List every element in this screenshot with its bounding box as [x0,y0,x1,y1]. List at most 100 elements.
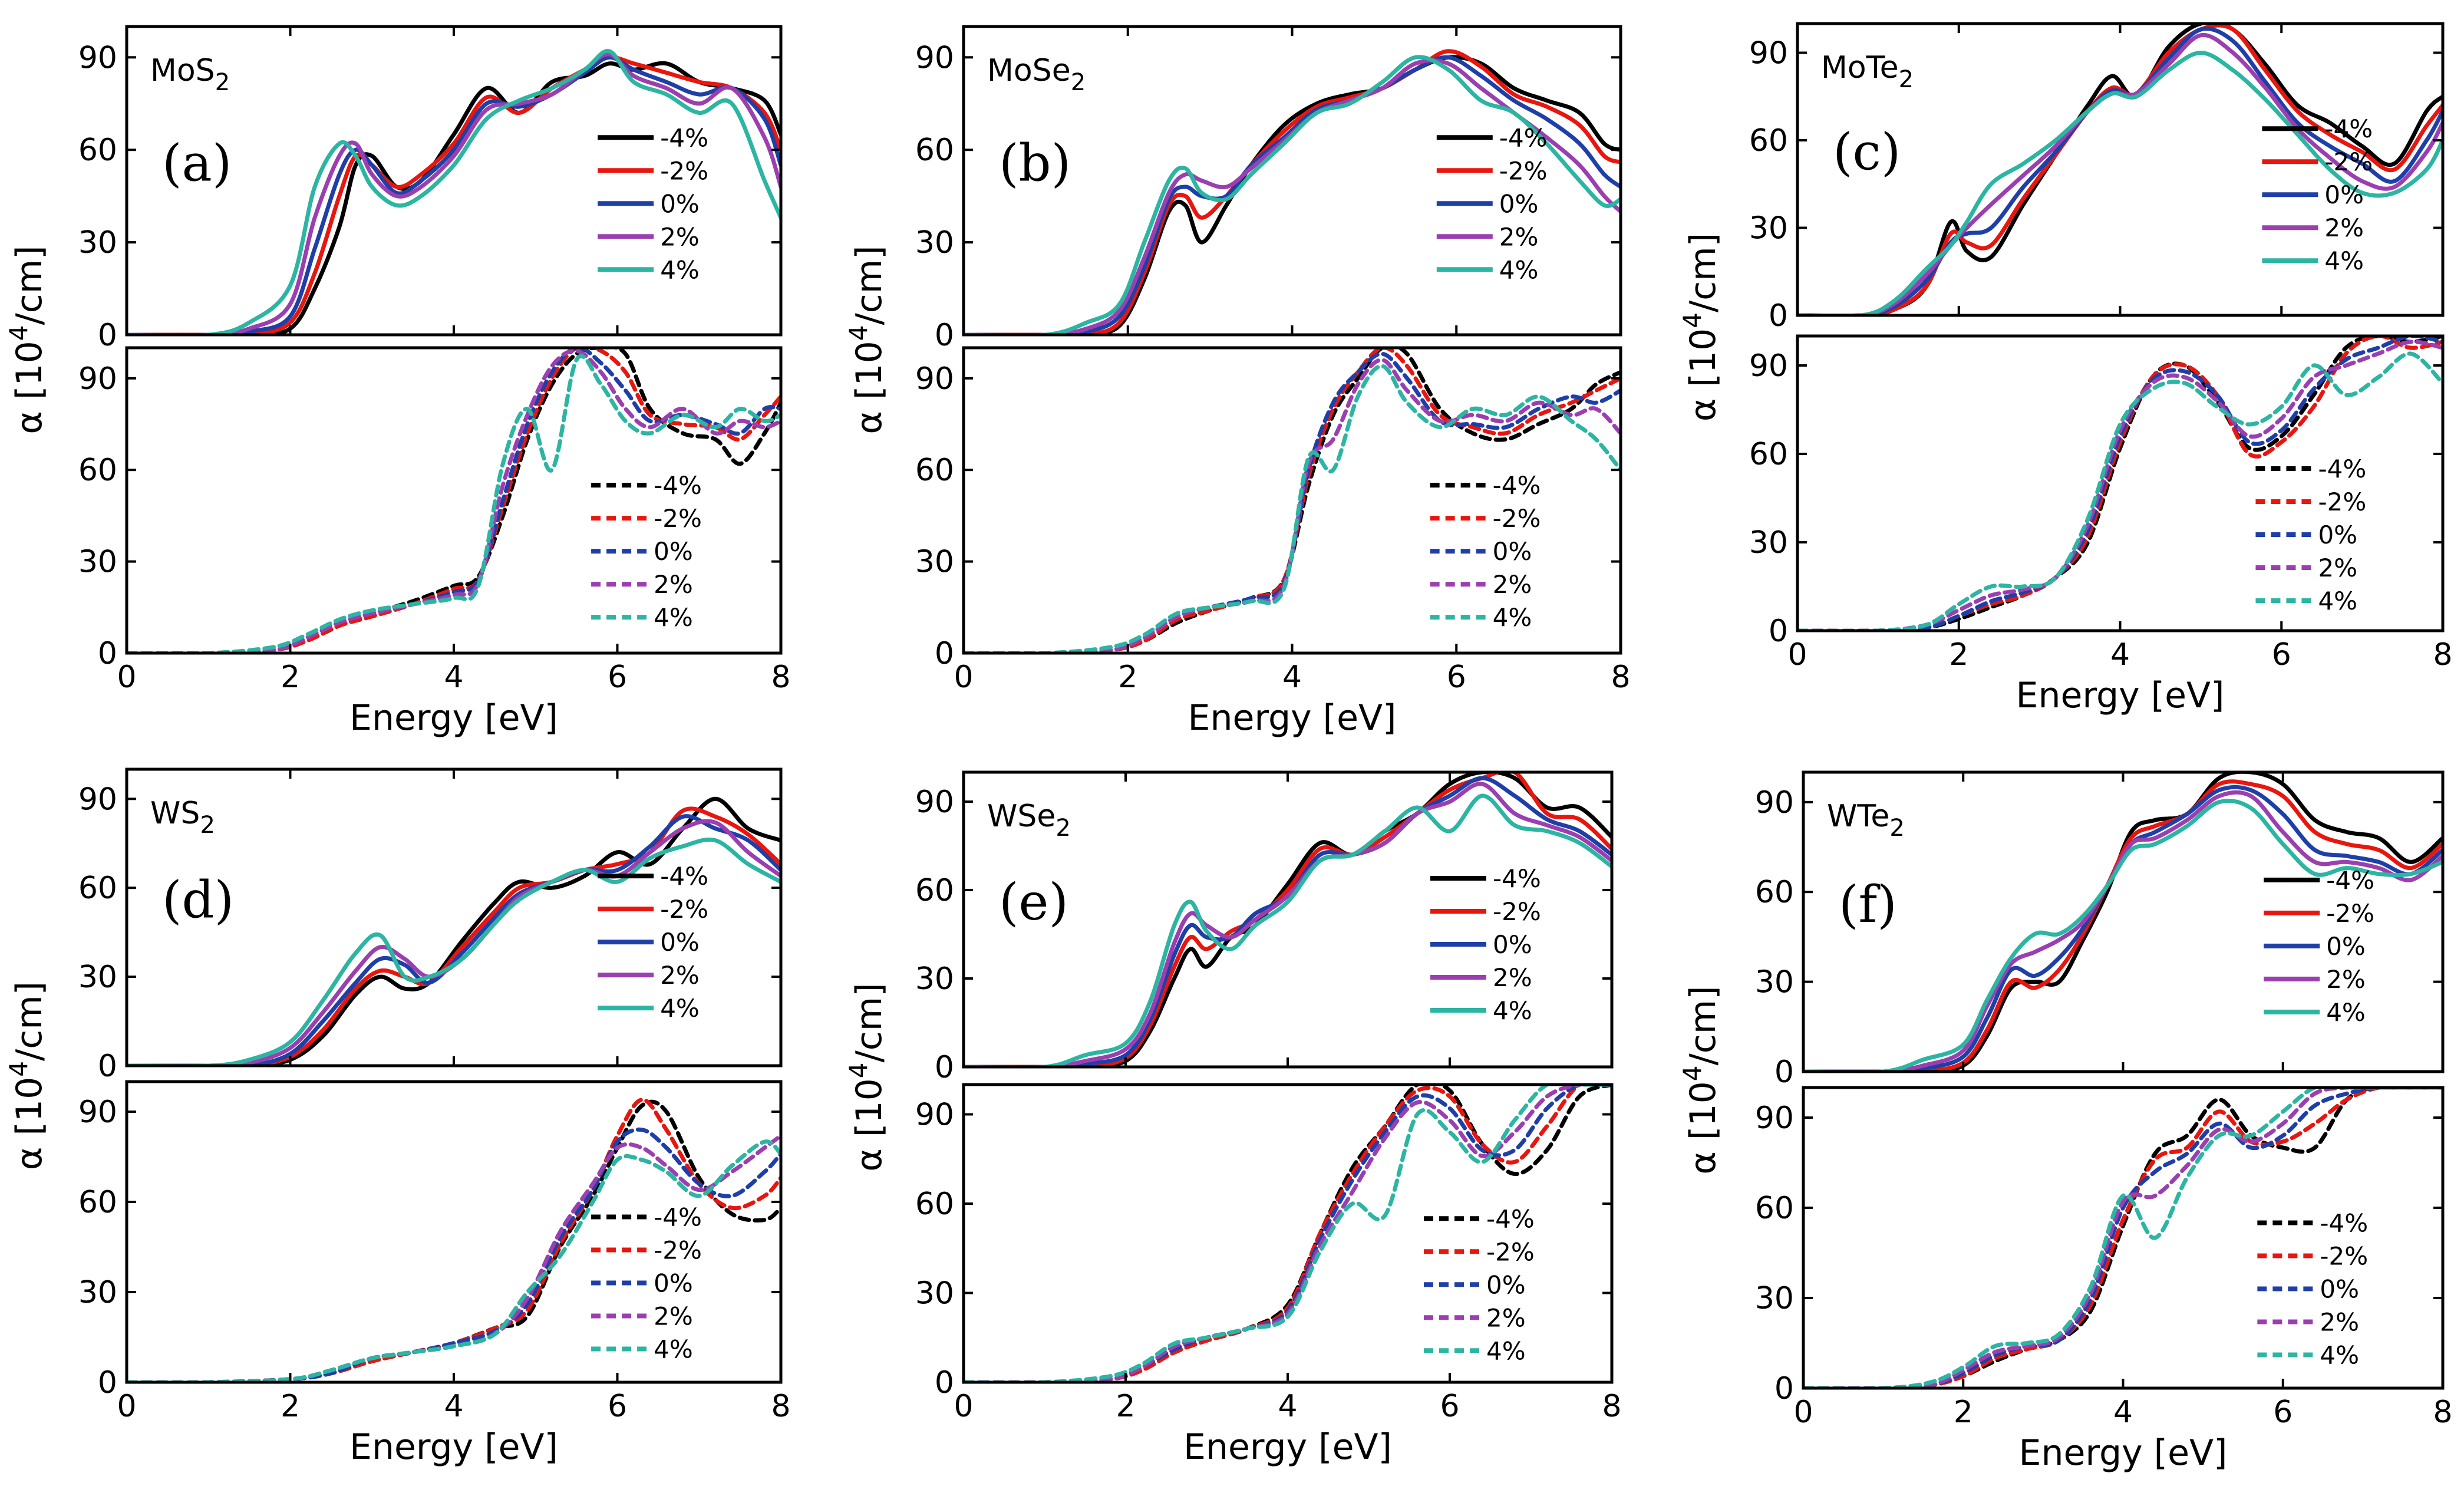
y-axis-title: α [104/cm] [4,981,50,1170]
legend-label: 4% [654,603,693,632]
legend-label: -4% [2326,866,2374,895]
series-line-2% [964,358,1621,653]
x-tick-label: 0 [117,660,136,695]
legend: -4% -2% 0% 2% 4% [1430,471,1541,632]
series-line-4% [964,793,1612,1067]
x-tick-label: 0 [1787,637,1807,673]
series-line--2% [127,348,781,653]
x-tick-label: 2 [1118,660,1137,695]
legend-label: 0% [2324,180,2364,209]
x-tick-label: 0 [954,1389,973,1424]
x-tick-label: 0 [117,1389,136,1424]
series-group [127,1098,781,1382]
x-tick-label: 2 [281,1389,300,1424]
y-tick-label: 60 [1755,875,1794,910]
legend-label: -2% [660,895,708,924]
y-tick-label: 90 [78,40,117,75]
series-line-2% [1803,790,2443,1072]
series-line-4% [1803,1088,2443,1388]
legend-label: 2% [2324,213,2364,242]
legend-label: -4% [1493,864,1541,893]
x-axis-title: Energy [eV] [1188,697,1397,739]
legend-label: 2% [654,1302,693,1331]
x-tick-label: 6 [1440,1389,1459,1424]
legend-label: 0% [2320,1275,2359,1304]
x-tick-label: 4 [2110,637,2130,673]
y-axis-title: α [104/cm] [4,245,50,434]
series-line-2% [127,52,781,335]
legend-label: 4% [1493,603,1532,632]
panel-label: (e) [999,873,1068,932]
y-tick-label: 90 [915,40,954,75]
bottom-subplot: 0 30 60 90 0 2 4 6 8 -4% -2% 0% 2% 4% [1749,334,2453,673]
legend: -4% -2% 0% 2% 4% [2255,454,2366,615]
y-tick-label: 60 [1749,437,1788,472]
legend-label: 4% [660,994,700,1023]
legend-label: 0% [2318,520,2357,549]
legend-label: 0% [1493,537,1532,566]
legend-label: 2% [1493,570,1532,599]
x-tick-label: 8 [2433,1395,2452,1430]
legend-label: 2% [2318,553,2357,582]
legend-label: -2% [1486,1237,1535,1266]
x-tick-label: 6 [1447,660,1466,695]
series-line-4% [1797,51,2443,315]
series-line-4% [127,837,781,1066]
legend-label: 4% [2324,246,2364,275]
legend-label: 2% [2320,1308,2359,1337]
y-tick-label: 0 [935,318,954,353]
y-tick-label: 60 [915,873,954,908]
series-line--4% [127,61,781,335]
legend-label: 2% [1499,222,1539,251]
legend-label: -2% [2324,147,2373,176]
x-axis-title: Energy [eV] [349,697,558,739]
legend-label: 0% [654,1269,693,1298]
y-axis-title: α [104/cm] [844,245,890,434]
x-tick-label: 4 [1278,1389,1297,1424]
y-tick-label: 30 [1755,1281,1794,1316]
series-group [1797,24,2443,315]
legend: -4% -2% 0% 2% 4% [598,862,708,1023]
series-line-0% [1803,1088,2443,1388]
legend: -4% -2% 0% 2% 4% [1430,864,1541,1025]
series-line-2% [964,1085,1612,1382]
series-line-4% [964,1085,1612,1382]
series-line--4% [127,348,781,653]
y-tick-label: 60 [78,453,117,488]
y-tick-label: 90 [915,361,954,397]
x-tick-label: 8 [1602,1389,1621,1424]
y-tick-label: 90 [1755,785,1794,821]
x-tick-label: 4 [444,660,463,695]
legend-label: -4% [1493,471,1541,500]
x-tick-label: 2 [1949,637,1968,673]
y-axis-title: α [104/cm] [1678,233,1724,421]
series-line-4% [127,1139,781,1382]
legend-label: 4% [1493,996,1532,1025]
x-axis-title: Energy [eV] [2016,675,2225,716]
y-tick-label: 30 [1749,525,1788,561]
panel-6: 0 30 60 90 -4% -2% 0% 2% 4% 0 30 60 90 0 2 4 6 8 -4% -2% 0% 2… [1678,770,2453,1474]
legend-label: -4% [1486,1204,1535,1233]
panel-3: 0 30 60 90 -4% -2% 0% 2% 4% 0 30 60 90 0 2 4 6 8 -4% -2% 0% 2… [1678,22,2453,716]
x-tick-label: 2 [281,660,300,695]
y-tick-label: 0 [1769,298,1788,334]
y-tick-label: 30 [1755,965,1794,1000]
series-line-4% [964,55,1621,335]
y-tick-label: 0 [1774,1371,1794,1406]
panel-label: (c) [1833,123,1901,182]
y-tick-label: 60 [915,1187,954,1222]
x-axis-title: Energy [eV] [2019,1432,2228,1474]
y-tick-label: 90 [78,782,117,817]
series-group [127,49,781,335]
x-tick-label: 6 [608,660,627,695]
x-tick-label: 8 [771,660,790,695]
series-line--2% [964,49,1621,335]
series-line--2% [1803,1088,2443,1388]
y-tick-label: 30 [915,545,954,580]
legend-label: 2% [1486,1303,1526,1332]
material-label: WSe2 [987,799,1071,842]
material-label: MoS2 [150,53,230,96]
series-line-0% [964,55,1621,335]
panel-4: 0 30 60 90 -4% -2% 0% 2% 4% 0 30 60 90 0 2 4 6 8 -4% -2% 0% 2… [4,767,791,1468]
